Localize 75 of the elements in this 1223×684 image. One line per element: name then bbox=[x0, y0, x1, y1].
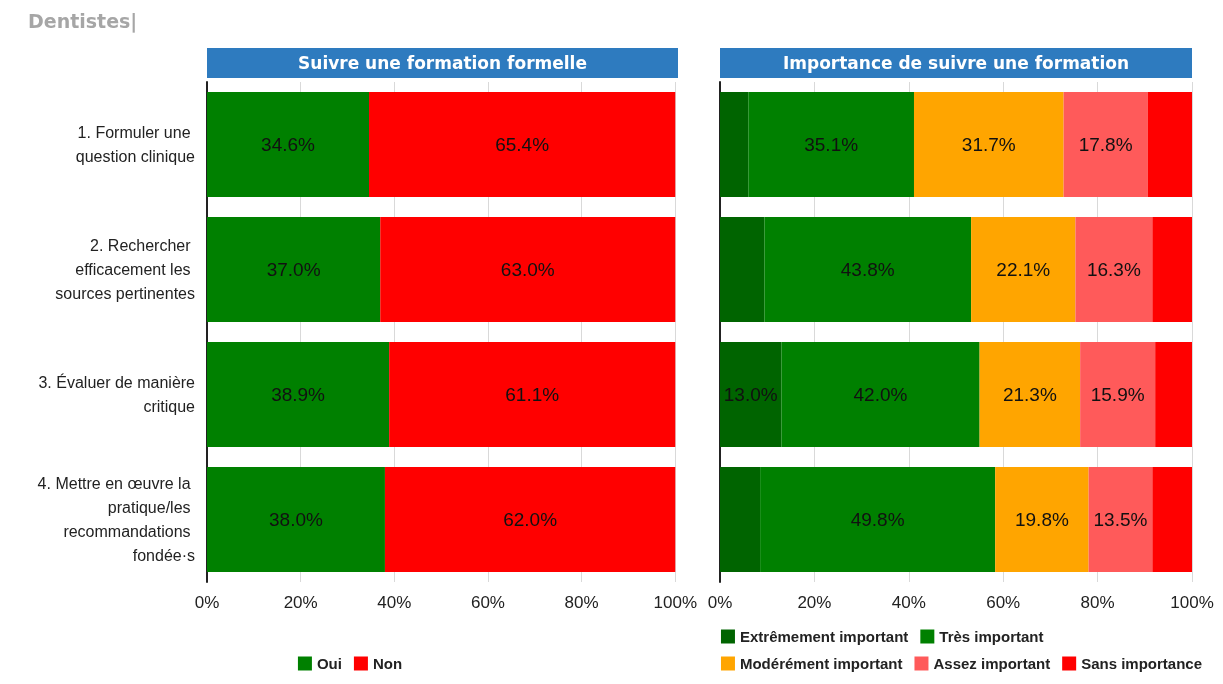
chart-title: Importance de suivre une formation bbox=[720, 48, 1192, 78]
data-label: 42.0% bbox=[853, 384, 908, 405]
bar bbox=[764, 217, 972, 322]
bar bbox=[384, 467, 676, 572]
bar bbox=[369, 92, 676, 197]
data-label: 65.4% bbox=[495, 134, 550, 155]
legend-label: Sans importance bbox=[1081, 655, 1203, 672]
bar bbox=[207, 467, 385, 572]
legend-label: Oui bbox=[316, 655, 342, 672]
bar bbox=[389, 342, 676, 447]
bar bbox=[748, 92, 914, 197]
data-label: 21.3% bbox=[1002, 384, 1057, 405]
y-tick-label: 3. Évaluer de manière critique bbox=[38, 373, 196, 415]
bar bbox=[1063, 92, 1148, 197]
data-label: 13.5% bbox=[1093, 509, 1148, 530]
x-tick-label: 100% bbox=[653, 593, 697, 612]
data-label: 38.0% bbox=[269, 509, 324, 530]
x-tick-label: 100% bbox=[1170, 593, 1214, 612]
y-tick-label: 2. Rechercher efficacement les sources pertinentes bbox=[55, 237, 195, 302]
legend-label: Assez important bbox=[933, 655, 1051, 672]
bar bbox=[1075, 217, 1153, 322]
data-label: 19.8% bbox=[1014, 509, 1069, 530]
bar bbox=[913, 92, 1064, 197]
x-tick-label: 60% bbox=[470, 593, 505, 612]
data-label: 35.1% bbox=[804, 134, 859, 155]
bar bbox=[720, 342, 782, 447]
bar bbox=[1152, 217, 1192, 322]
y-tick-label: 1. Formuler une question clinique bbox=[75, 124, 196, 165]
data-label: 63.0% bbox=[500, 259, 555, 280]
data-label: 62.0% bbox=[503, 509, 558, 530]
chart-title: Suivre une formation formelle bbox=[207, 48, 678, 78]
bar bbox=[720, 217, 765, 322]
legend-label: Très important bbox=[939, 628, 1044, 645]
x-tick-label: 0% bbox=[707, 593, 733, 612]
bar bbox=[760, 467, 996, 572]
data-label: 17.8% bbox=[1078, 134, 1133, 155]
bar bbox=[971, 217, 1076, 322]
bar bbox=[1147, 92, 1192, 197]
data-label: 13.0% bbox=[723, 384, 778, 405]
data-label: 22.1% bbox=[996, 259, 1051, 280]
bar bbox=[1155, 342, 1192, 447]
x-tick-label: 20% bbox=[283, 593, 318, 612]
bar bbox=[995, 467, 1089, 572]
x-tick-label: 60% bbox=[986, 593, 1021, 612]
legend-label: Non bbox=[372, 655, 403, 672]
x-tick-label: 40% bbox=[377, 593, 412, 612]
data-label: 49.8% bbox=[850, 509, 905, 530]
x-tick-label: 20% bbox=[797, 593, 832, 612]
bar bbox=[207, 92, 370, 197]
bar bbox=[720, 467, 761, 572]
legend-label: Modérément important bbox=[739, 655, 903, 672]
x-tick-label: 0% bbox=[194, 593, 220, 612]
bar bbox=[207, 342, 390, 447]
x-tick-label: 80% bbox=[1080, 593, 1115, 612]
data-label: 31.7% bbox=[961, 134, 1016, 155]
y-tick-label: 4. Mettre en œuvre la pratique/les recommandations fondée·s bbox=[37, 475, 195, 564]
bar bbox=[1088, 467, 1153, 572]
data-label: 34.6% bbox=[261, 134, 316, 155]
x-tick-label: 80% bbox=[564, 593, 599, 612]
legend-label: Extrêmement important bbox=[739, 628, 909, 645]
data-label: 16.3% bbox=[1086, 259, 1141, 280]
text: Dentistes| bbox=[28, 10, 138, 32]
bar bbox=[1152, 467, 1192, 572]
bar bbox=[207, 217, 381, 322]
bar bbox=[1080, 342, 1156, 447]
bar bbox=[380, 217, 676, 322]
data-label: 38.9% bbox=[271, 384, 326, 405]
data-label: 37.0% bbox=[266, 259, 321, 280]
x-tick-label: 40% bbox=[891, 593, 926, 612]
data-label: 61.1% bbox=[505, 384, 560, 405]
bar bbox=[720, 92, 749, 197]
data-label: 15.9% bbox=[1090, 384, 1145, 405]
bar bbox=[979, 342, 1081, 447]
bar bbox=[781, 342, 980, 447]
data-label: 43.8% bbox=[840, 259, 895, 280]
